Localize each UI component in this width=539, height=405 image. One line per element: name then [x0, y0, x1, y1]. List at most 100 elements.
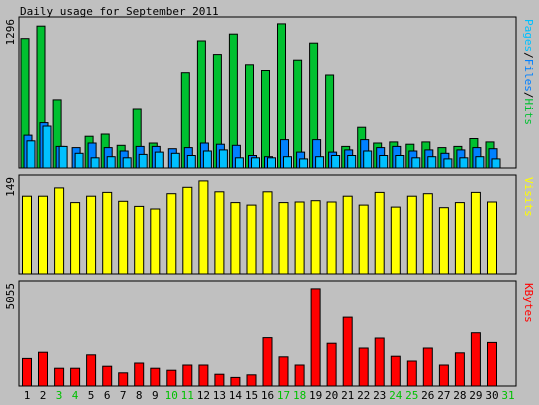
bar-visits-day-10 [166, 193, 177, 275]
x-tick-label-day-9: 9 [152, 389, 159, 402]
x-tick-label-day-20: 20 [325, 389, 338, 402]
bar-visits-day-3 [54, 187, 65, 275]
bar-visits-day-27 [438, 207, 449, 275]
side-label-part: / [522, 52, 535, 59]
bar-visits-day-21 [342, 195, 353, 275]
bar-hits-day-16 [261, 70, 270, 169]
bar-kbytes-day-25 [406, 360, 417, 387]
bar-pages-day-18 [299, 158, 309, 169]
bar-pages-day-20 [331, 155, 341, 169]
x-tick-label-day-24: 24 [389, 389, 403, 402]
bar-visits-day-6 [102, 191, 113, 275]
bar-visits-day-18 [294, 201, 305, 275]
bar-pages-day-5 [90, 157, 100, 169]
bar-visits-day-29 [470, 191, 481, 275]
bar-kbytes-day-10 [166, 369, 177, 387]
side-label-part: Visits [522, 177, 535, 217]
bar-visits-day-11 [182, 186, 193, 275]
bar-pages-day-25 [411, 157, 421, 169]
side-label-part: Files [522, 59, 535, 92]
y-max-label-middle: 149 [4, 177, 17, 197]
x-tick-label-day-2: 2 [40, 389, 47, 402]
bar-hits-day-15 [245, 64, 254, 169]
bar-pages-day-29 [475, 156, 485, 169]
bar-visits-day-26 [422, 193, 433, 275]
bar-visits-day-16 [262, 191, 273, 275]
bar-kbytes-day-19 [310, 288, 321, 387]
bar-visits-day-13 [214, 191, 225, 275]
x-tick-label-day-10: 10 [165, 389, 178, 402]
x-tick-label-day-25: 25 [405, 389, 418, 402]
bar-visits-day-17 [278, 202, 289, 275]
panel-top: 1296 Pages/Files/Hits [4, 16, 535, 169]
x-tick-label-day-7: 7 [120, 389, 127, 402]
bar-kbytes-day-23 [374, 337, 385, 387]
x-tick-label-day-23: 23 [373, 389, 386, 402]
y-max-label-top: 1296 [4, 19, 17, 46]
bar-visits-day-28 [454, 202, 465, 275]
bar-visits-day-24 [390, 206, 401, 275]
side-label-part: Pages [522, 19, 535, 52]
bar-pages-day-23 [379, 155, 389, 169]
side-label-top: Pages/Files/Hits [522, 19, 535, 125]
bar-kbytes-day-11 [182, 364, 193, 387]
bar-kbytes-day-21 [342, 316, 353, 387]
bar-pages-day-8 [138, 153, 148, 169]
bar-visits-day-2 [38, 195, 48, 275]
bar-pages-day-6 [106, 156, 116, 169]
bar-kbytes-day-29 [470, 332, 481, 387]
bar-kbytes-day-15 [246, 374, 257, 387]
bar-pages-day-9 [154, 151, 164, 169]
bar-pages-day-15 [251, 157, 260, 169]
panel-bottom: 5055 KBytes [4, 280, 535, 387]
bar-pages-day-26 [427, 156, 437, 169]
y-max-label-bottom: 5055 [4, 283, 17, 310]
bar-visits-day-22 [358, 204, 369, 275]
bar-visits-day-5 [86, 195, 97, 275]
bar-pages-day-16 [267, 157, 276, 169]
bar-visits-day-23 [374, 191, 385, 275]
bar-visits-day-1 [22, 195, 32, 275]
x-tick-label-day-6: 6 [104, 389, 111, 402]
side-label-bottom: KBytes [522, 283, 535, 323]
bar-pages-day-19 [315, 156, 325, 169]
x-tick-label-day-13: 13 [213, 389, 226, 402]
bar-pages-day-30 [491, 158, 501, 169]
bar-visits-day-25 [406, 195, 417, 275]
bar-kbytes-day-18 [294, 364, 305, 387]
bar-pages-day-21 [347, 155, 357, 169]
side-label-part: KBytes [522, 283, 535, 323]
bar-visits-day-19 [310, 200, 321, 275]
x-tick-label-day-11: 11 [181, 389, 194, 402]
x-tick-label-day-30: 30 [485, 389, 498, 402]
bar-pages-day-1 [26, 140, 36, 169]
x-tick-label-day-28: 28 [453, 389, 466, 402]
bar-visits-day-4 [70, 202, 81, 275]
bar-visits-day-9 [150, 208, 161, 275]
bar-kbytes-day-7 [118, 372, 129, 387]
bar-kbytes-day-17 [278, 356, 289, 387]
bar-kbytes-day-8 [134, 362, 145, 387]
x-tick-label-day-21: 21 [341, 389, 354, 402]
bar-visits-day-30 [487, 201, 497, 275]
bar-kbytes-day-16 [262, 337, 273, 387]
bar-kbytes-day-6 [102, 365, 113, 387]
bar-pages-day-13 [218, 149, 228, 169]
bar-pages-day-2 [42, 125, 52, 169]
x-tick-label-day-5: 5 [88, 389, 95, 402]
bar-pages-day-28 [459, 157, 469, 169]
x-tick-label-day-18: 18 [293, 389, 306, 402]
bar-kbytes-day-27 [438, 364, 449, 387]
bar-pages-day-3 [58, 145, 68, 169]
x-tick-label-day-19: 19 [309, 389, 322, 402]
x-tick-label-day-29: 29 [469, 389, 482, 402]
x-tick-label-day-22: 22 [357, 389, 370, 402]
bar-kbytes-day-22 [358, 347, 369, 387]
x-tick-label-day-27: 27 [437, 389, 450, 402]
bar-visits-day-15 [246, 204, 257, 275]
bar-kbytes-day-3 [54, 367, 65, 387]
bar-kbytes-day-9 [150, 367, 161, 387]
bar-pages-day-17 [283, 156, 292, 169]
bar-visits-day-14 [230, 202, 241, 275]
